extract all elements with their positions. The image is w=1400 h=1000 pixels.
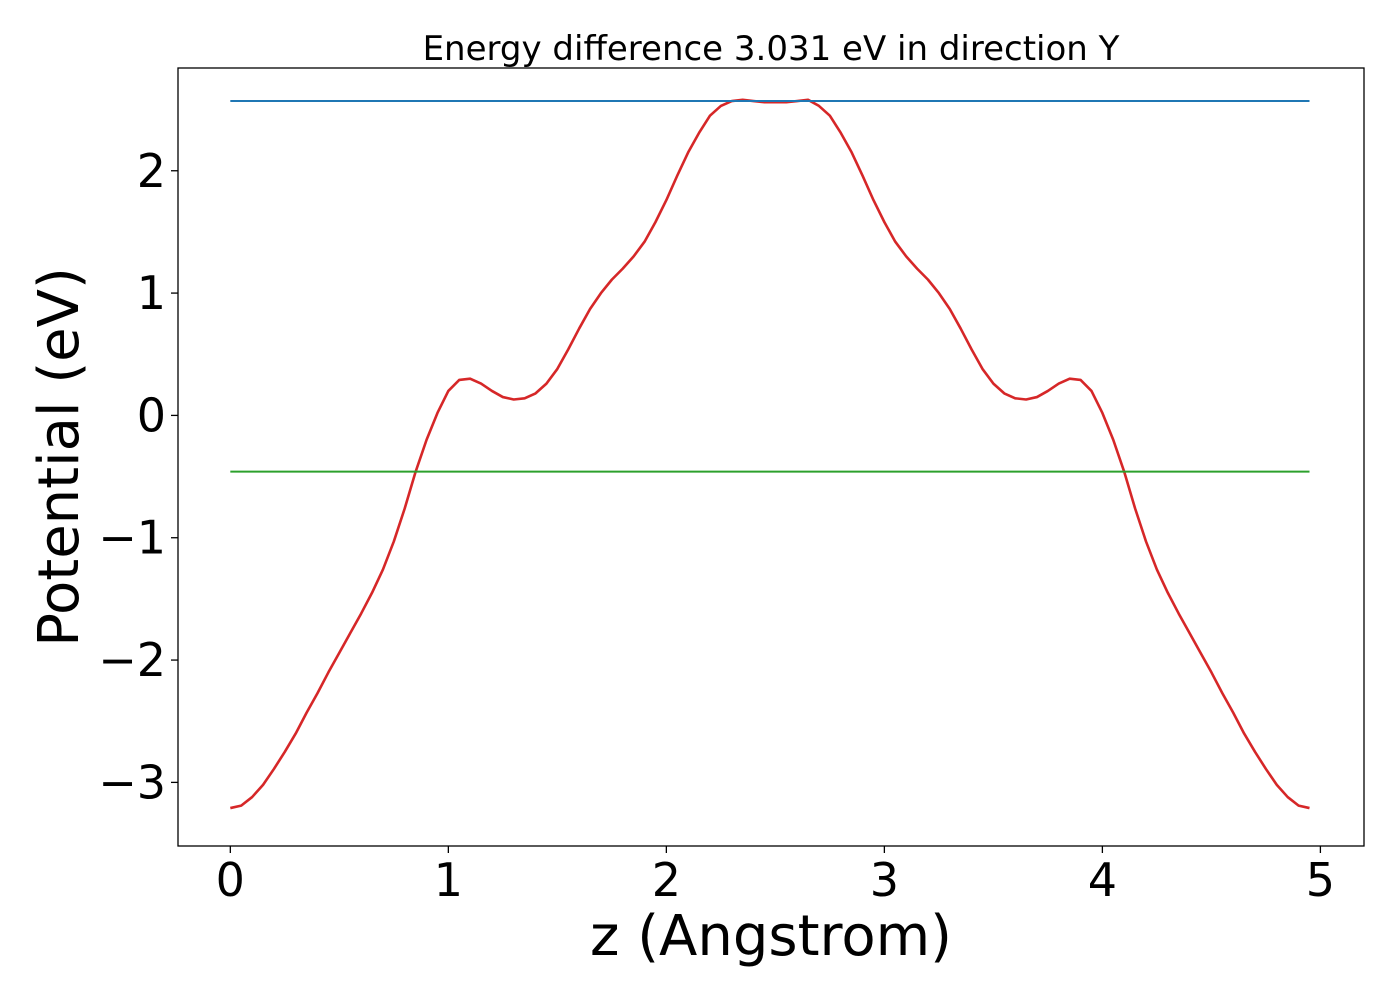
y-tick-label: 1	[137, 266, 166, 320]
x-axis-ticks: 0 1 2 3 4 5	[216, 846, 1335, 907]
x-tick-label: 2	[652, 853, 681, 907]
y-tick-label: −1	[98, 511, 166, 565]
y-tick-label: 2	[137, 144, 166, 198]
series-layer	[230, 98, 1310, 810]
y-tick-label: −2	[98, 633, 166, 687]
plot-frame	[177, 67, 1365, 847]
x-tick-label: 0	[216, 853, 245, 907]
x-axis-label: z (Angstrom)	[590, 904, 952, 969]
chart-title: Energy difference 3.031 eV in direction …	[423, 29, 1120, 69]
y-tick-label: 0	[137, 388, 166, 442]
y-axis-ticks: −3 −2 −1 0 1 2	[98, 144, 178, 809]
x-tick-label: 5	[1306, 853, 1335, 907]
x-tick-label: 1	[434, 853, 463, 907]
y-axis-label: Potential (eV)	[27, 267, 92, 647]
x-tick-label: 3	[870, 853, 899, 907]
x-tick-label: 4	[1088, 853, 1117, 907]
y-tick-label: −3	[98, 755, 166, 809]
series-line-1	[230, 98, 1310, 810]
